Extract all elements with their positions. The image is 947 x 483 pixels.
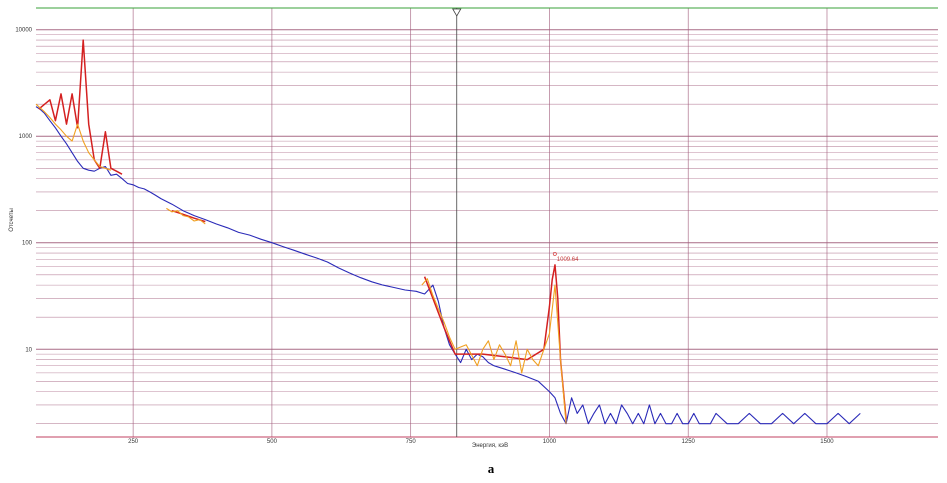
- cursor-marker-icon: [452, 8, 462, 17]
- x-axis-label: Энергия, кэВ: [472, 443, 508, 449]
- peak-label: 1009.64: [557, 257, 579, 263]
- y-tick-label: 10000: [15, 28, 32, 34]
- series-line-residual-6: [421, 278, 567, 424]
- x-tick-label: 500: [267, 439, 278, 445]
- x-tick-label: 750: [406, 439, 417, 445]
- x-tick-label: 1000: [543, 439, 557, 445]
- series-group: [35, 39, 861, 425]
- tick-labels: 250 500 750 1000 1250 1500 10 100 1000 10000: [15, 28, 834, 445]
- series-line-spectrum-0: [35, 106, 861, 425]
- grid: [36, 8, 938, 437]
- x-tick-label: 250: [128, 439, 139, 445]
- y-tick-label: 100: [22, 241, 33, 247]
- figure-label: a: [488, 461, 495, 476]
- series-line-residual-4: [35, 103, 112, 171]
- peak-marker-icon: [552, 251, 557, 256]
- plot-frame: [36, 7, 938, 438]
- series-line-fit-1: [38, 39, 123, 175]
- y-tick-label: 1000: [19, 134, 33, 140]
- y-tick-label: 10: [25, 347, 32, 353]
- x-tick-label: 1250: [682, 439, 696, 445]
- y-axis-label: Отсчеты: [9, 208, 15, 232]
- x-tick-label: 1500: [820, 439, 834, 445]
- series-line-residual-5: [166, 207, 206, 225]
- annotations: 1009.64: [552, 251, 579, 263]
- series-line-fit-3: [423, 264, 567, 420]
